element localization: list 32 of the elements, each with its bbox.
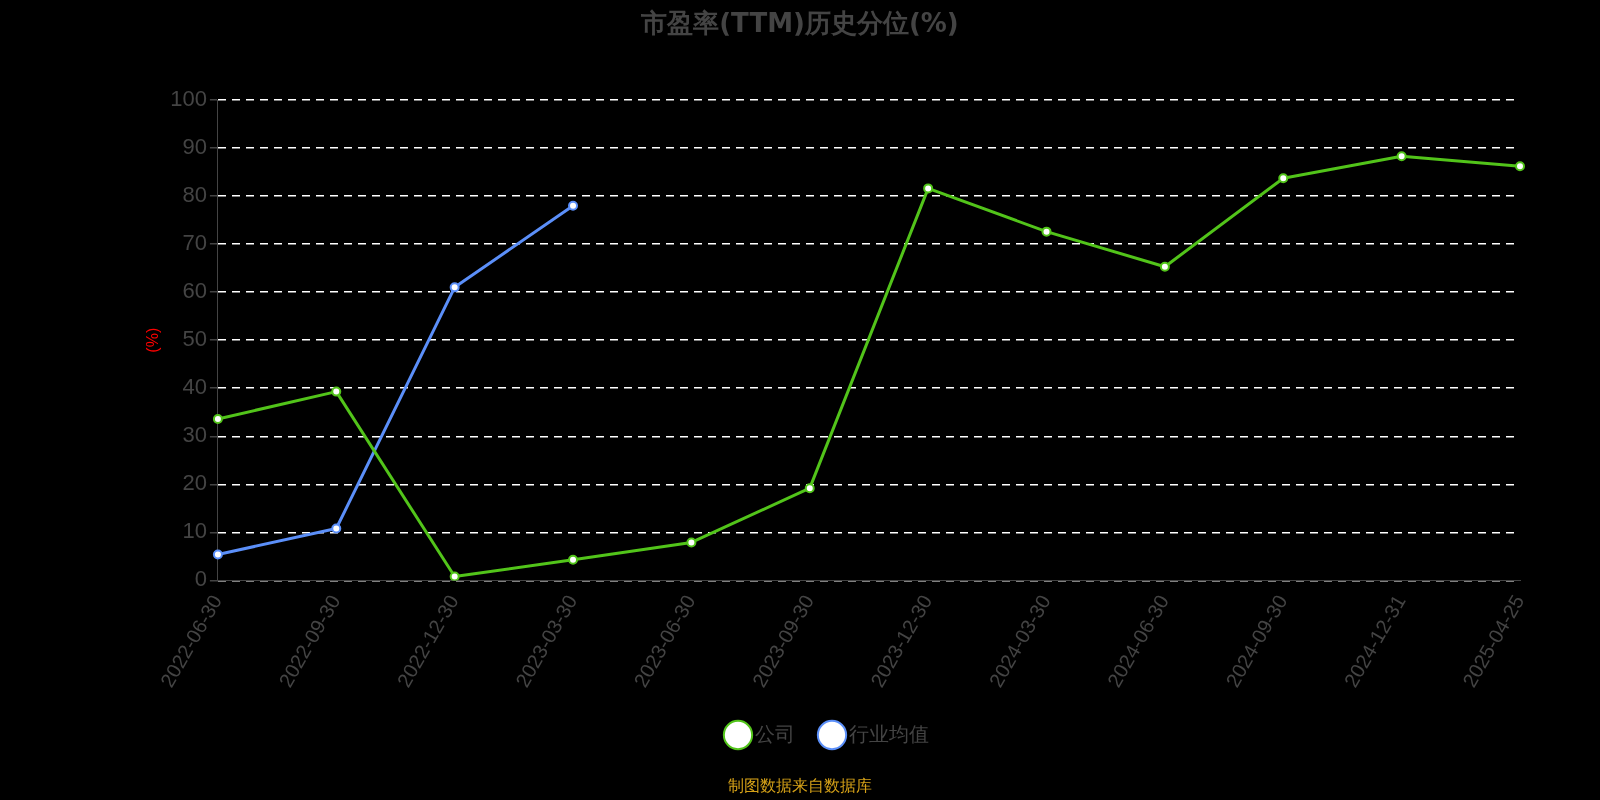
y-tick-label: 10	[182, 518, 207, 544]
point	[449, 282, 460, 293]
point	[212, 413, 223, 424]
point	[1515, 161, 1525, 172]
point	[568, 554, 579, 565]
point	[212, 549, 223, 560]
y-tick-label: 0	[194, 566, 207, 592]
legend-label: 公司	[755, 722, 795, 745]
point	[1041, 226, 1052, 237]
y-axis-title: (%)	[144, 327, 162, 353]
point	[568, 200, 579, 211]
point	[923, 183, 934, 194]
y-tick-label: 90	[182, 134, 207, 160]
point	[804, 483, 815, 494]
y-tick-label: 80	[182, 182, 207, 208]
text: 制图数据来自数据库	[727, 776, 873, 797]
legend-label: 行业均值	[849, 722, 929, 745]
y-tick-label: 100	[170, 86, 207, 112]
y-tick-label: 50	[182, 326, 207, 352]
y-tick-label: 30	[182, 422, 207, 448]
chart-title: 市盈率(TTM)历史分位(%)	[640, 7, 960, 40]
point	[686, 537, 697, 548]
y-tick-label: 70	[182, 230, 207, 256]
y-tick-label: 40	[182, 374, 207, 400]
point	[1278, 173, 1289, 184]
point	[331, 386, 342, 397]
point	[1159, 261, 1170, 272]
point	[331, 523, 342, 534]
y-tick-label: 20	[182, 470, 207, 496]
y-tick-label: 60	[182, 278, 207, 304]
point	[1396, 151, 1407, 162]
point	[449, 571, 460, 581]
